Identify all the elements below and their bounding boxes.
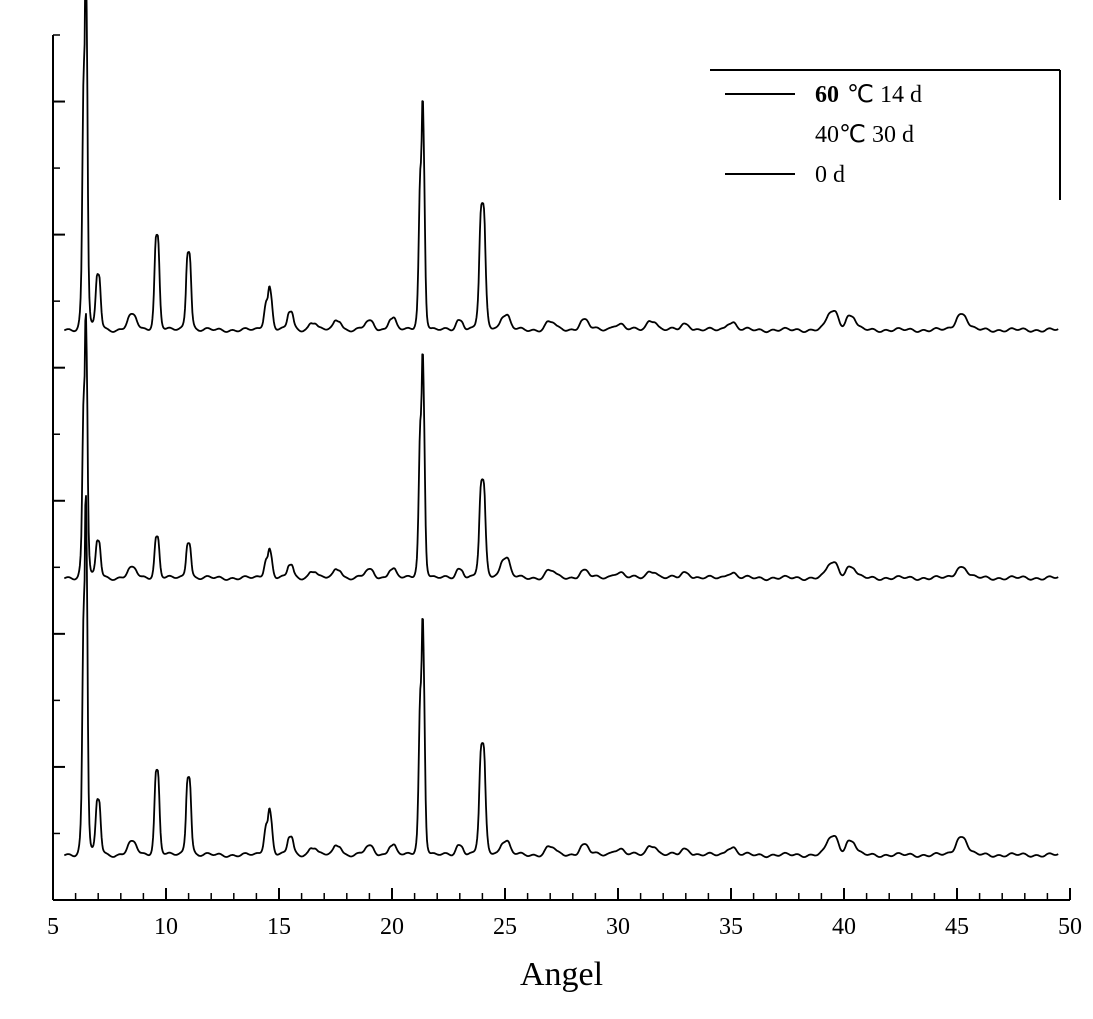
x-tick-label: 40 (832, 914, 856, 940)
x-tick-label: 45 (945, 914, 969, 940)
legend-label: 40℃ 30 d (815, 122, 914, 148)
x-tick-label: 15 (267, 914, 291, 940)
chart-svg: 5 10 15 20 25 30 35 40 45 50 Angel 60 ℃ 14 d 40℃ 30 d… (0, 0, 1093, 1019)
xrd-trace-60C_14d (64, 0, 1058, 332)
x-tick-label: 25 (493, 914, 517, 940)
legend-label: 0 d (815, 162, 845, 188)
x-axis-title: Angel (520, 956, 603, 993)
x-tick-label: 50 (1058, 914, 1082, 940)
x-tick-label: 30 (606, 914, 630, 940)
x-tick-label: 35 (719, 914, 743, 940)
xrd-chart: 5 10 15 20 25 30 35 40 45 50 Angel 60 ℃ 14 d 40℃ 30 d… (0, 0, 1093, 1019)
x-tick-label: 10 (154, 914, 178, 940)
x-tick-label: 5 (47, 914, 59, 940)
xrd-trace-40C_30d (64, 314, 1058, 580)
xrd-trace-0d (64, 496, 1058, 857)
legend-label: 60 (815, 82, 839, 108)
x-tick-label: 20 (380, 914, 404, 940)
legend-label: ℃ 14 d (847, 82, 922, 108)
